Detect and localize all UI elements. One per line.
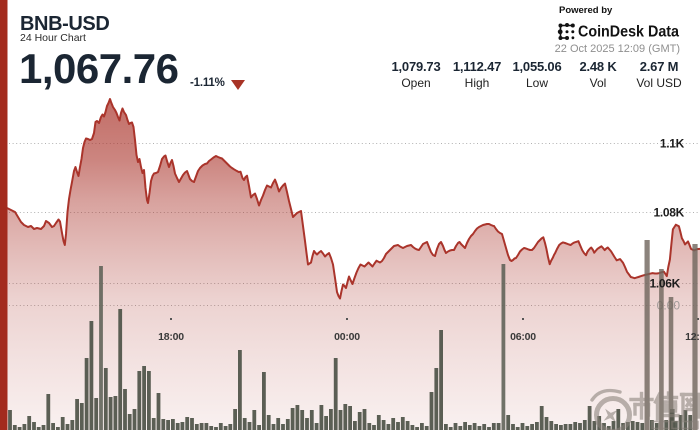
svg-text:1.08K: 1.08K bbox=[653, 206, 684, 220]
svg-text:1.1K: 1.1K bbox=[660, 137, 685, 151]
svg-text:18:00: 18:00 bbox=[158, 331, 184, 343]
svg-text:1.06K: 1.06K bbox=[649, 277, 680, 291]
svg-text:12:00: 12:00 bbox=[685, 331, 700, 343]
svg-text:CoinDesk Data: CoinDesk Data bbox=[578, 24, 679, 41]
svg-text:06:00: 06:00 bbox=[510, 331, 536, 343]
svg-text:00:00: 00:00 bbox=[334, 331, 360, 343]
